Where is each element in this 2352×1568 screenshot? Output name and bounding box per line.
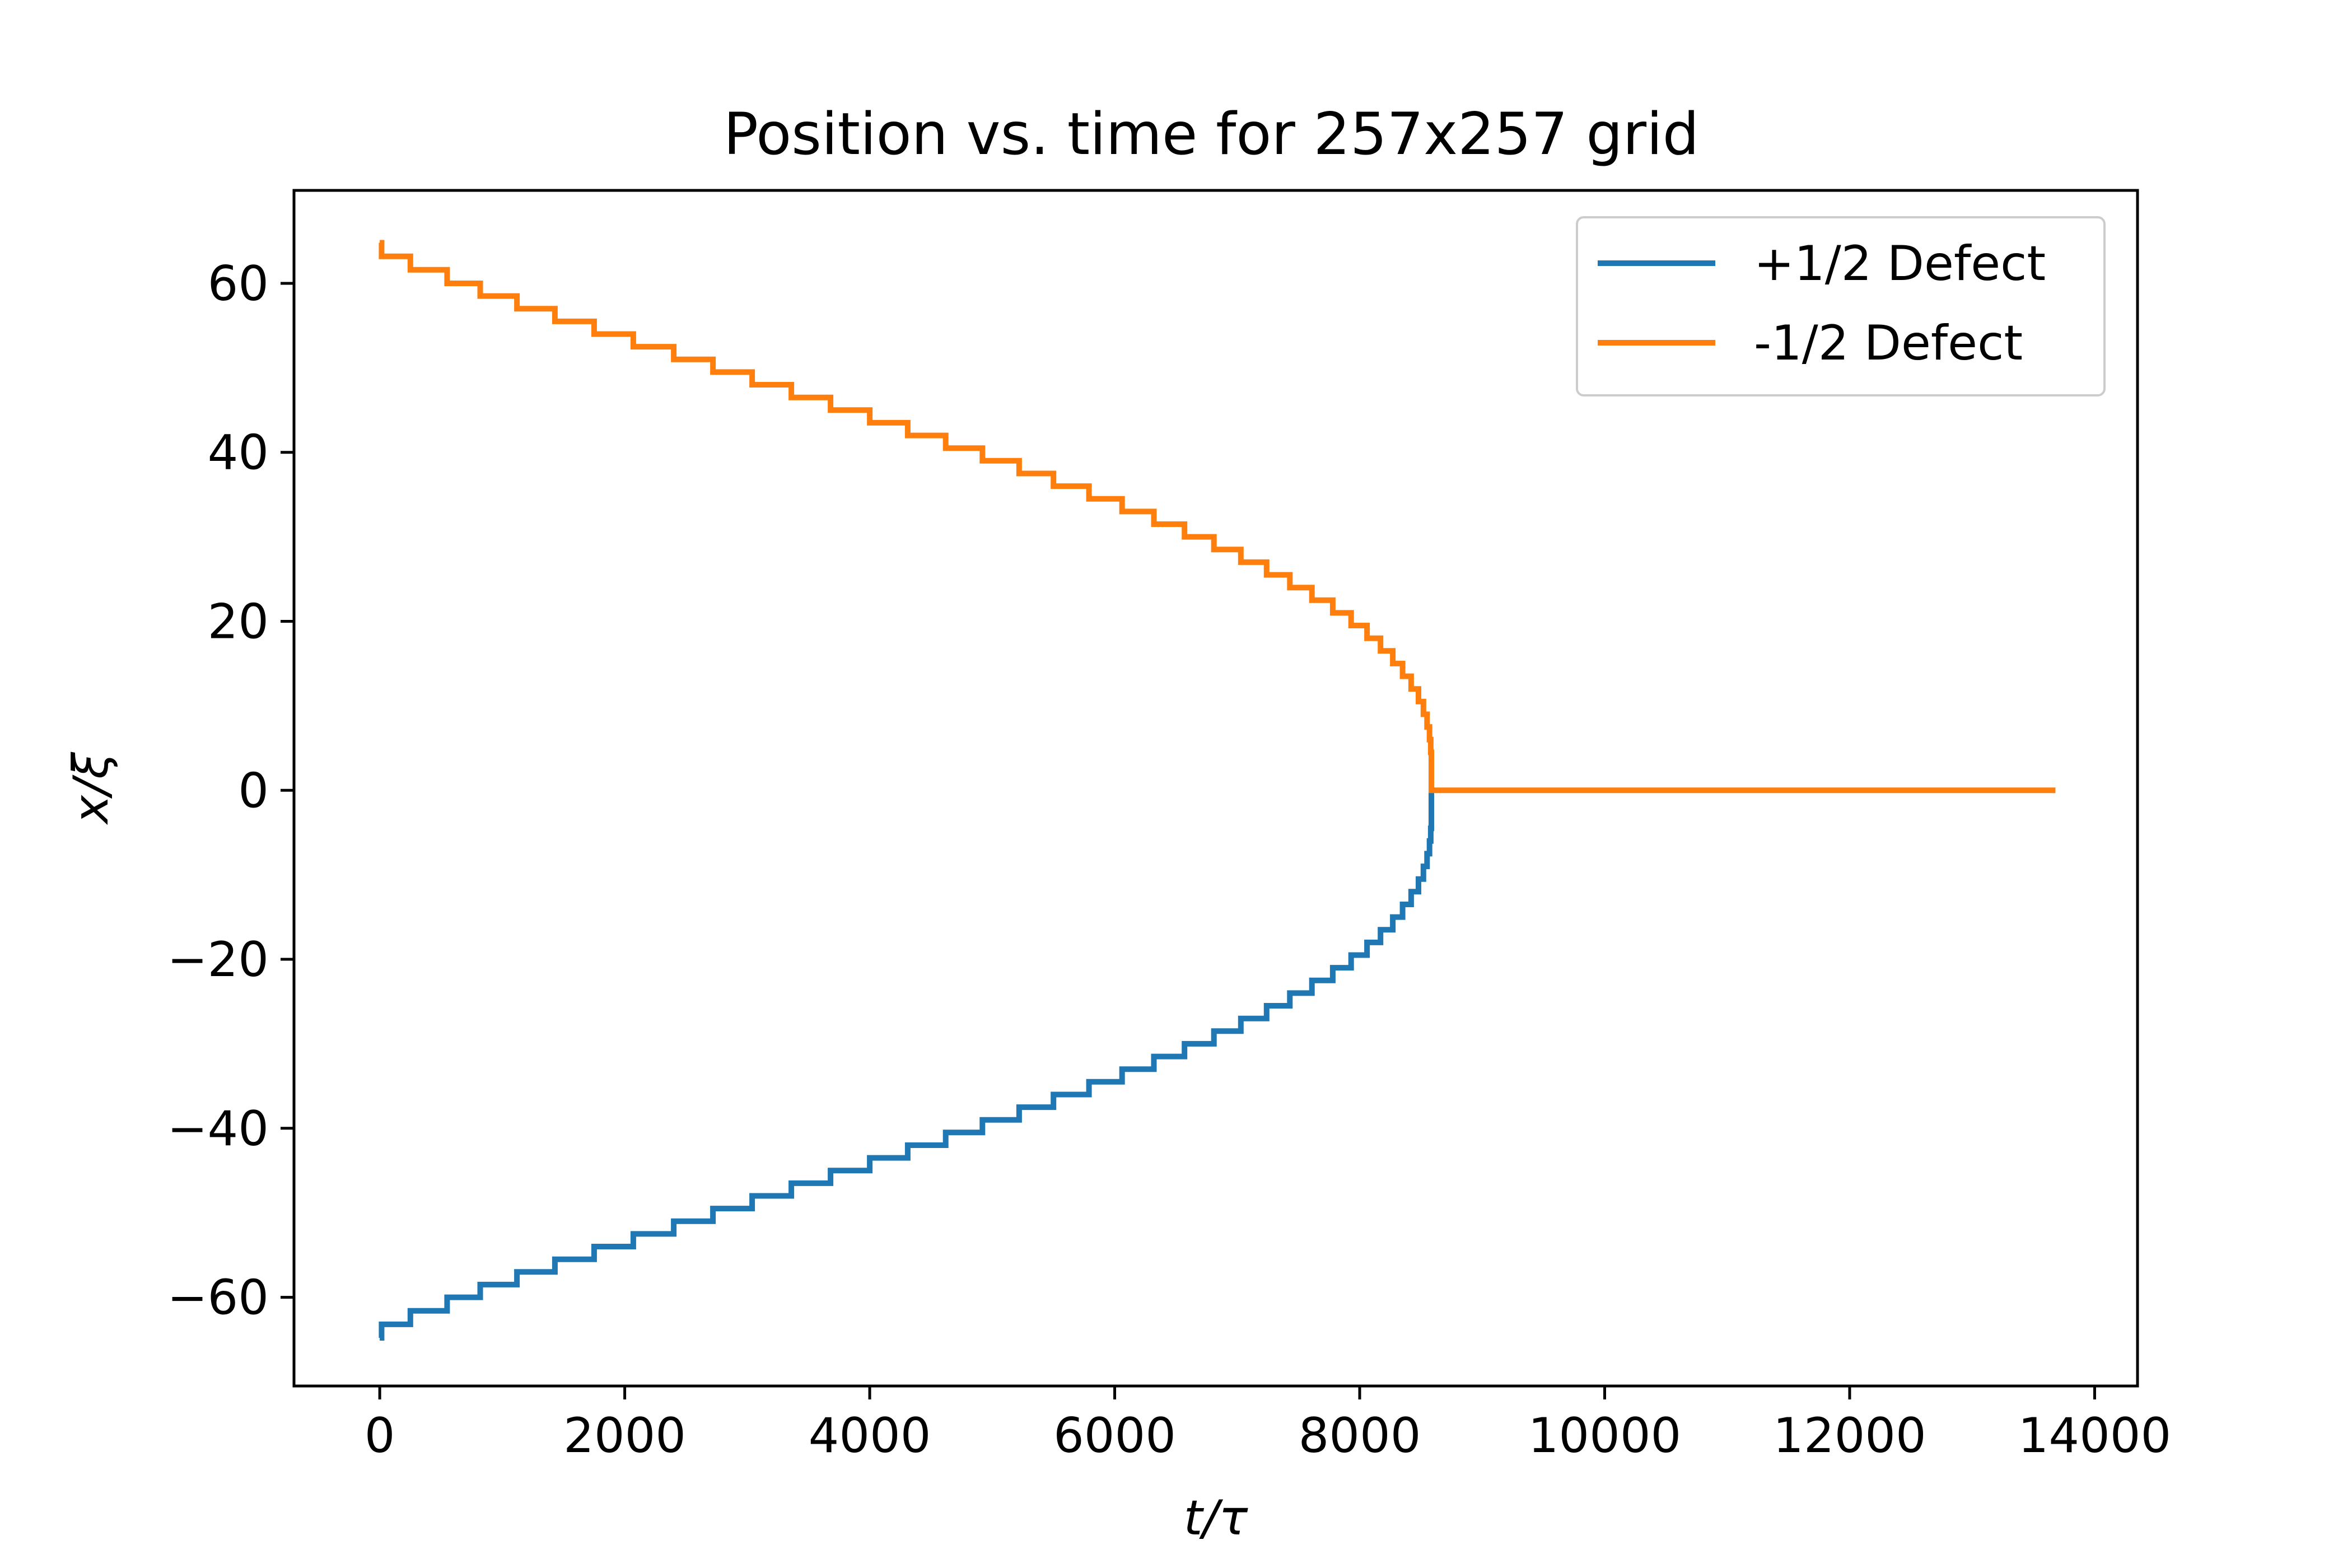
y-tick-label: 0 [238, 763, 269, 819]
legend: +1/2 Defect -1/2 Defect [1576, 216, 2106, 396]
x-tick-label: 8000 [1299, 1408, 1421, 1464]
x-tick-label: 4000 [809, 1408, 931, 1464]
y-tick-label: −20 [167, 932, 269, 988]
y-tick-label: 40 [208, 425, 269, 481]
legend-label-1: -1/2 Defect [1754, 315, 2023, 371]
y-tick-label: −40 [167, 1101, 269, 1157]
x-tick-label: 2000 [563, 1408, 686, 1464]
x-axis-label: t/τ [1184, 1490, 1249, 1546]
chart-title: Position vs. time for 257x257 grid [724, 101, 1699, 168]
y-tick-label: 60 [208, 256, 269, 312]
x-tick-label: 6000 [1053, 1408, 1176, 1464]
series-line-1 [379, 240, 2056, 794]
y-tick-label: 20 [208, 594, 269, 650]
y-axis: −60 −40 −20 0 20 40 60 [167, 256, 294, 1326]
x-tick-label: 14000 [2018, 1408, 2172, 1464]
series-line-0 [379, 790, 1434, 1341]
y-axis-label: x/ξ [63, 752, 119, 825]
x-tick-label: 12000 [1773, 1408, 1926, 1464]
series-layer [379, 240, 2056, 1341]
plot-frame [292, 189, 2139, 1388]
x-tick-label: 0 [365, 1408, 395, 1464]
legend-label-0: +1/2 Defect [1754, 236, 2046, 292]
x-tick-label: 10000 [1528, 1408, 1682, 1464]
y-tick-label: −60 [167, 1270, 269, 1326]
x-axis: 0 2000 4000 6000 8000 10000 12000 14000 [365, 1386, 2171, 1464]
